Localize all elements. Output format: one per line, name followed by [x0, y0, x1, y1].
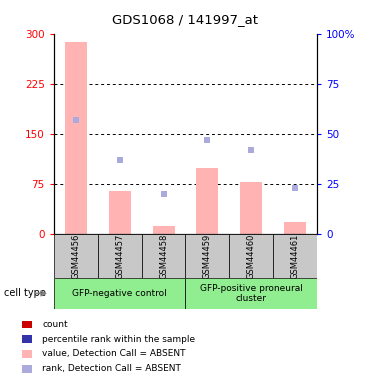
- Text: GFP-positive proneural
cluster: GFP-positive proneural cluster: [200, 284, 303, 303]
- Bar: [22, 350, 32, 358]
- Text: cell type: cell type: [4, 288, 46, 298]
- Text: GSM44457: GSM44457: [115, 233, 124, 279]
- Bar: [98, 234, 142, 278]
- Text: GSM44460: GSM44460: [247, 233, 256, 279]
- Bar: [54, 278, 185, 309]
- Bar: [65, 42, 87, 234]
- Bar: [22, 321, 32, 328]
- Bar: [240, 182, 262, 234]
- Bar: [186, 234, 229, 278]
- Text: value, Detection Call = ABSENT: value, Detection Call = ABSENT: [42, 350, 186, 358]
- Bar: [22, 335, 32, 343]
- Bar: [22, 365, 32, 372]
- Text: count: count: [42, 320, 68, 329]
- Bar: [197, 168, 219, 234]
- Text: percentile rank within the sample: percentile rank within the sample: [42, 334, 195, 344]
- Bar: [54, 234, 98, 278]
- Bar: [229, 234, 273, 278]
- Text: rank, Detection Call = ABSENT: rank, Detection Call = ABSENT: [42, 364, 181, 374]
- Bar: [273, 234, 317, 278]
- Bar: [109, 191, 131, 234]
- Bar: [152, 226, 174, 234]
- Text: GSM44458: GSM44458: [159, 233, 168, 279]
- Text: GFP-negative control: GFP-negative control: [72, 289, 167, 298]
- Text: GSM44461: GSM44461: [291, 233, 300, 279]
- Bar: [284, 222, 306, 234]
- Text: GSM44456: GSM44456: [71, 233, 80, 279]
- Text: GSM44459: GSM44459: [203, 233, 212, 279]
- Text: GDS1068 / 141997_at: GDS1068 / 141997_at: [112, 13, 259, 26]
- Bar: [142, 234, 186, 278]
- Bar: [186, 278, 317, 309]
